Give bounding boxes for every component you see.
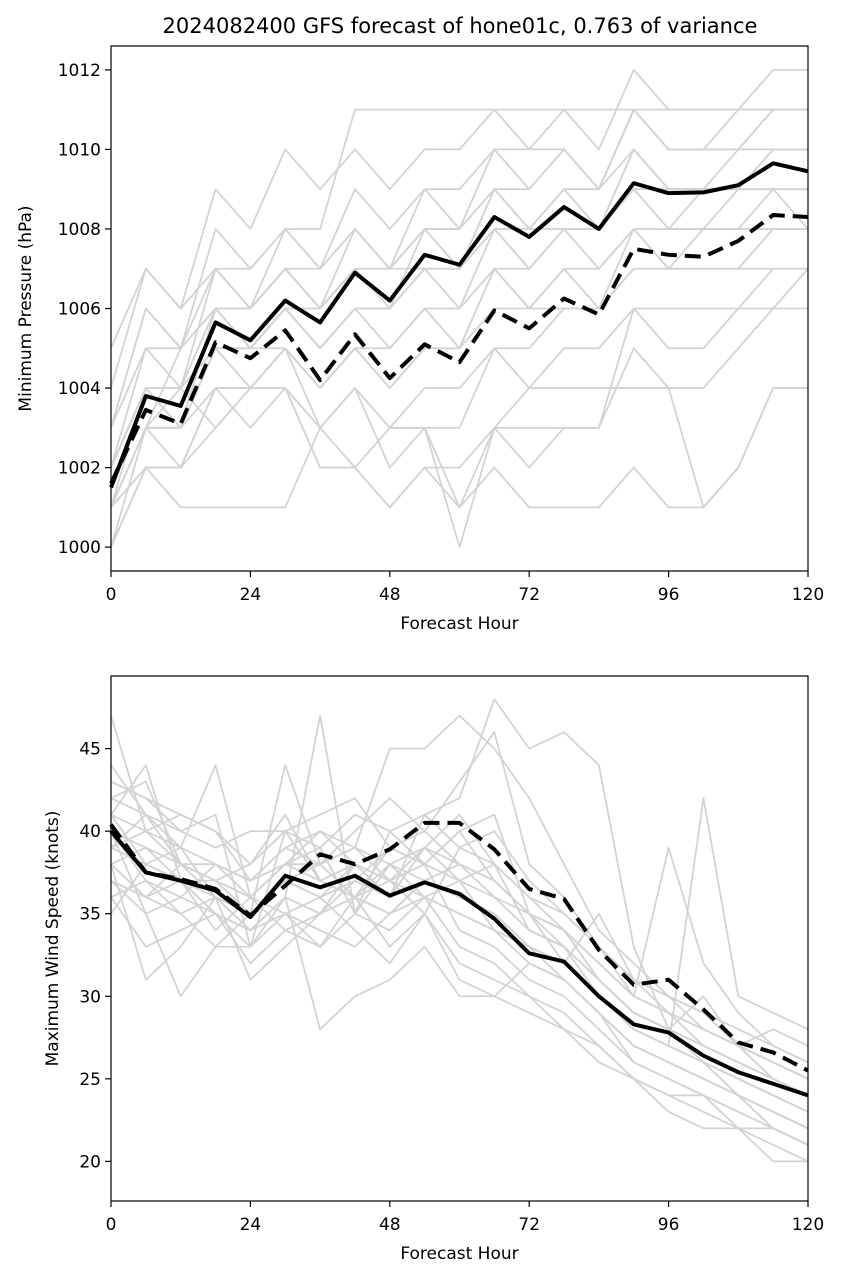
plot-area	[109, 45, 809, 572]
x-axis-ticks: 0 24 48 72 96 120	[106, 571, 824, 605]
pressure-chart: 2024082400 GFS forecast of hone01c, 0.76…	[16, 14, 824, 634]
ensemble-member-line	[110, 846, 809, 1113]
y-tick-label: 1012	[58, 61, 101, 81]
y-tick-label: 1010	[58, 140, 101, 160]
y-axis-ticks: 1000 1002 1004 1006 1008 1010 1012	[58, 61, 111, 558]
plot-background	[111, 676, 808, 1201]
y-axis-ticks: 20 25 30 35 40 45	[79, 740, 111, 1172]
ensemble-member-line	[110, 863, 809, 1097]
x-axis-label: Forecast Hour	[400, 614, 518, 634]
plot-frame	[110, 675, 809, 1202]
x-tick-label: 96	[658, 1215, 680, 1235]
y-tick-label: 1008	[58, 220, 101, 240]
x-tick-label: 120	[792, 1215, 824, 1235]
x-axis-label: Forecast Hour	[400, 1244, 518, 1264]
x-tick-label: 72	[518, 1215, 540, 1235]
ensemble-member-line	[110, 879, 809, 1130]
y-tick-label: 1000	[58, 538, 101, 558]
y-tick-label: 35	[79, 905, 101, 925]
ensemble-member-line	[110, 880, 809, 1146]
ensemble-member-line	[110, 108, 808, 429]
x-tick-label: 120	[792, 585, 824, 605]
y-axis-label: Maximum Wind Speed (knots)	[43, 811, 63, 1067]
solid-series-line	[109, 161, 809, 489]
x-tick-label: 48	[379, 1215, 401, 1235]
y-tick-label: 1006	[58, 300, 101, 320]
y-tick-label: 40	[79, 822, 101, 842]
x-tick-label: 72	[518, 585, 540, 605]
ensemble-member-line	[110, 307, 808, 509]
x-tick-label: 0	[106, 1215, 117, 1235]
ensemble-member-line	[110, 813, 809, 1080]
ensemble-member-line	[110, 188, 808, 429]
ensemble-member-line	[110, 863, 808, 1163]
x-tick-label: 96	[658, 585, 680, 605]
y-tick-label: 1004	[58, 379, 101, 399]
x-tick-label: 48	[379, 585, 401, 605]
plot-area	[109, 675, 809, 1202]
y-tick-label: 30	[79, 987, 101, 1007]
ensemble-lines	[110, 698, 809, 1163]
x-tick-label: 24	[240, 1215, 262, 1235]
dashed-series-line	[109, 213, 809, 485]
dashed-series-line	[109, 820, 809, 1073]
y-tick-label: 45	[79, 740, 101, 760]
y-tick-label: 1002	[58, 459, 101, 479]
ensemble-member-line	[110, 764, 809, 1097]
y-tick-label: 25	[79, 1070, 101, 1090]
ensemble-lines	[110, 68, 809, 549]
x-tick-label: 24	[240, 585, 262, 605]
series-lines	[109, 161, 809, 489]
ensemble-member-line	[110, 268, 809, 509]
y-axis-label: Minimum Pressure (hPa)	[16, 205, 36, 411]
x-tick-label: 0	[106, 585, 117, 605]
ensemble-member-line	[110, 267, 808, 469]
y-tick-label: 20	[79, 1152, 101, 1172]
ensemble-member-line	[110, 108, 808, 349]
ensemble-member-line	[110, 896, 809, 1163]
ensemble-member-line	[110, 228, 808, 508]
x-axis-ticks: 0 24 48 72 96 120	[106, 1201, 824, 1235]
series-lines	[109, 820, 809, 1098]
chart-title: 2024082400 GFS forecast of hone01c, 0.76…	[163, 14, 758, 38]
